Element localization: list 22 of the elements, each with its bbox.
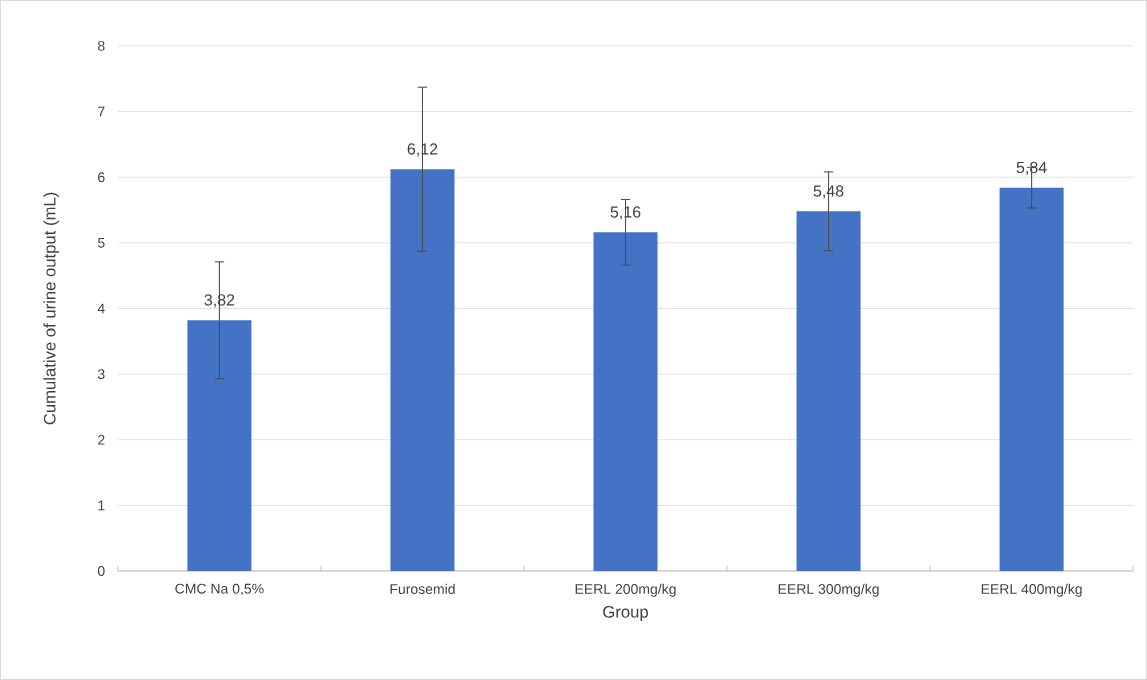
x-tick-label: EERL 200mg/kg xyxy=(575,583,676,597)
x-tick-label: EERL 300mg/kg xyxy=(778,583,879,597)
bar xyxy=(999,187,1064,572)
bar xyxy=(593,232,658,572)
y-tick-label: 0 xyxy=(97,566,105,577)
y-tick-label: 8 xyxy=(98,40,105,51)
y-tick-label: 4 xyxy=(97,303,105,314)
y-tick-label: 6 xyxy=(98,172,105,183)
bar xyxy=(796,211,861,572)
x-axis-title: Group xyxy=(603,605,648,622)
data-label: 5,84 xyxy=(1016,161,1047,175)
y-axis-title: Cumulative of urine output (mL) xyxy=(43,192,59,425)
y-tick-label: 3 xyxy=(97,369,105,380)
y-tick-label: 2 xyxy=(98,434,105,445)
x-tick-label: CMC Na 0,5% xyxy=(175,583,264,596)
y-tick-label: 5 xyxy=(97,237,105,248)
y-tick-label: 1 xyxy=(98,500,105,511)
x-tick-label: EERL 400mg/kg xyxy=(981,583,1082,597)
bar xyxy=(390,169,455,572)
x-tick-label: Furosemid xyxy=(390,583,455,595)
y-tick-label: 7 xyxy=(98,106,105,117)
bar xyxy=(187,320,252,572)
